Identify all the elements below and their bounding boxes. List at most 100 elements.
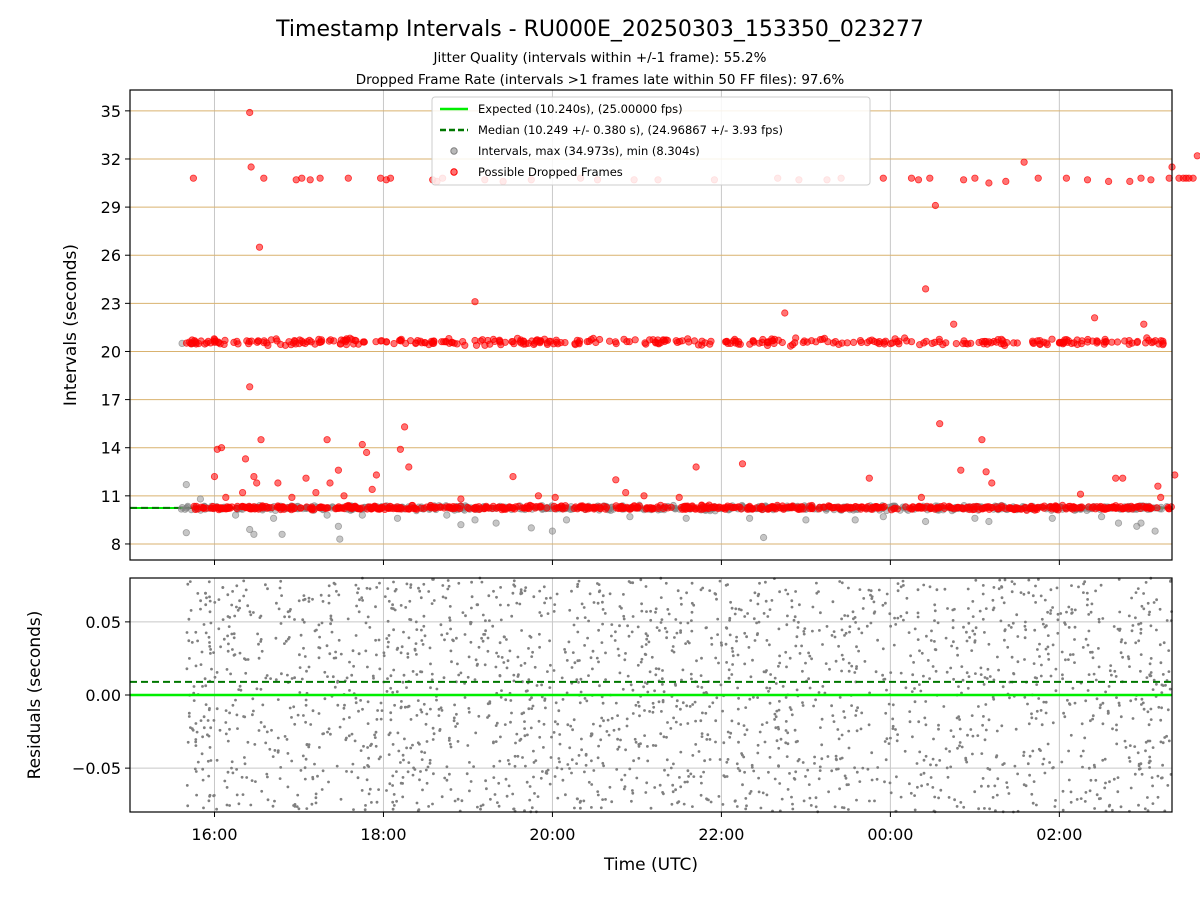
residual-point: [1117, 578, 1121, 581]
residual-point: [1040, 663, 1043, 667]
residual-point: [908, 710, 912, 713]
dropped-frame-point: [907, 505, 916, 513]
dropped-frame-point: [194, 505, 202, 513]
dropped-frame-point: [1013, 339, 1021, 347]
residual-point: [596, 790, 600, 793]
dropped-frame-point: [1157, 493, 1165, 501]
residual-point: [334, 656, 338, 660]
y-tick-label: 20: [101, 342, 121, 361]
residual-point: [579, 690, 583, 694]
residual-point: [578, 701, 582, 705]
residual-point: [378, 667, 382, 671]
residual-point: [1090, 602, 1094, 606]
residual-point: [422, 614, 426, 618]
residual-point: [726, 730, 730, 734]
residual-point: [523, 727, 526, 730]
residual-point: [1006, 645, 1010, 649]
residual-point: [847, 586, 850, 590]
residual-point: [194, 738, 198, 741]
residual-point: [527, 678, 531, 682]
dropped-frame-point: [471, 298, 479, 306]
residual-point: [877, 588, 881, 592]
residual-point: [679, 750, 683, 754]
residual-point: [507, 784, 511, 788]
residual-point: [969, 728, 973, 731]
residual-point: [411, 670, 415, 673]
residual-point: [1115, 696, 1118, 699]
residual-point: [512, 583, 516, 587]
residual-point: [844, 776, 848, 780]
residual-point: [440, 709, 444, 712]
interval-point: [246, 525, 254, 534]
residual-point: [818, 765, 822, 769]
residual-point: [573, 806, 576, 810]
residual-point: [580, 737, 583, 741]
residual-point: [353, 739, 357, 743]
residual-point: [207, 635, 211, 639]
residual-point: [766, 615, 770, 618]
residual-point: [257, 642, 260, 646]
residual-point: [705, 626, 708, 629]
dropped-frame-point: [1119, 474, 1127, 482]
residual-point: [675, 699, 679, 703]
residual-point: [329, 622, 332, 626]
residual-point: [552, 610, 556, 613]
residual-point: [523, 720, 526, 723]
residual-point: [367, 765, 371, 768]
residual-point: [847, 661, 851, 665]
dropped-frame-point: [738, 460, 747, 468]
residual-point: [820, 757, 824, 761]
residual-point: [926, 659, 930, 662]
residual-point: [428, 758, 432, 762]
residual-point: [700, 781, 703, 785]
residual-point: [857, 627, 861, 631]
residual-point: [293, 676, 296, 680]
residual-point: [445, 632, 449, 635]
residual-point: [1137, 803, 1140, 807]
residual-point: [302, 714, 305, 717]
dropped-frame-point: [390, 339, 398, 348]
residual-point: [1046, 652, 1050, 656]
residual-point: [654, 607, 658, 611]
residual-point: [297, 599, 301, 603]
residual-point: [212, 794, 216, 797]
residual-point: [916, 588, 920, 592]
residual-point: [362, 744, 365, 748]
residual-point: [575, 762, 578, 765]
residual-point: [231, 703, 235, 707]
residual-point: [763, 740, 767, 744]
residual-point: [1043, 771, 1047, 775]
residual-point: [838, 696, 842, 699]
residual-point: [618, 605, 622, 608]
residual-point: [981, 592, 985, 596]
residual-point: [947, 796, 951, 799]
residual-point: [225, 668, 229, 671]
residual-point: [311, 597, 314, 601]
residual-point: [440, 633, 444, 637]
residual-point: [431, 802, 434, 806]
residual-point: [937, 727, 940, 731]
residual-point: [207, 580, 211, 584]
residual-point: [580, 602, 584, 606]
dropped-frame-point: [1083, 176, 1092, 184]
residual-point: [1084, 791, 1088, 794]
residual-point: [576, 630, 580, 634]
legend-box: [431, 96, 871, 186]
residual-point: [636, 663, 640, 667]
residual-point: [1097, 665, 1101, 669]
residual-point: [299, 633, 303, 637]
residual-point: [604, 678, 607, 681]
residual-point: [208, 746, 212, 749]
residual-point: [1151, 802, 1155, 805]
residual-point: [679, 596, 683, 600]
residual-point: [902, 618, 905, 622]
residual-point: [345, 676, 349, 680]
residual-point: [1086, 689, 1090, 692]
residual-point: [491, 624, 495, 628]
residual-point: [786, 614, 789, 618]
legend-expected-label: Expected (10.240s), (25.00000 fps): [478, 102, 683, 116]
dropped-frame-point: [1048, 335, 1056, 343]
residual-point: [386, 645, 390, 649]
y-tick-label: 35: [101, 102, 121, 121]
residual-point: [1035, 803, 1038, 807]
